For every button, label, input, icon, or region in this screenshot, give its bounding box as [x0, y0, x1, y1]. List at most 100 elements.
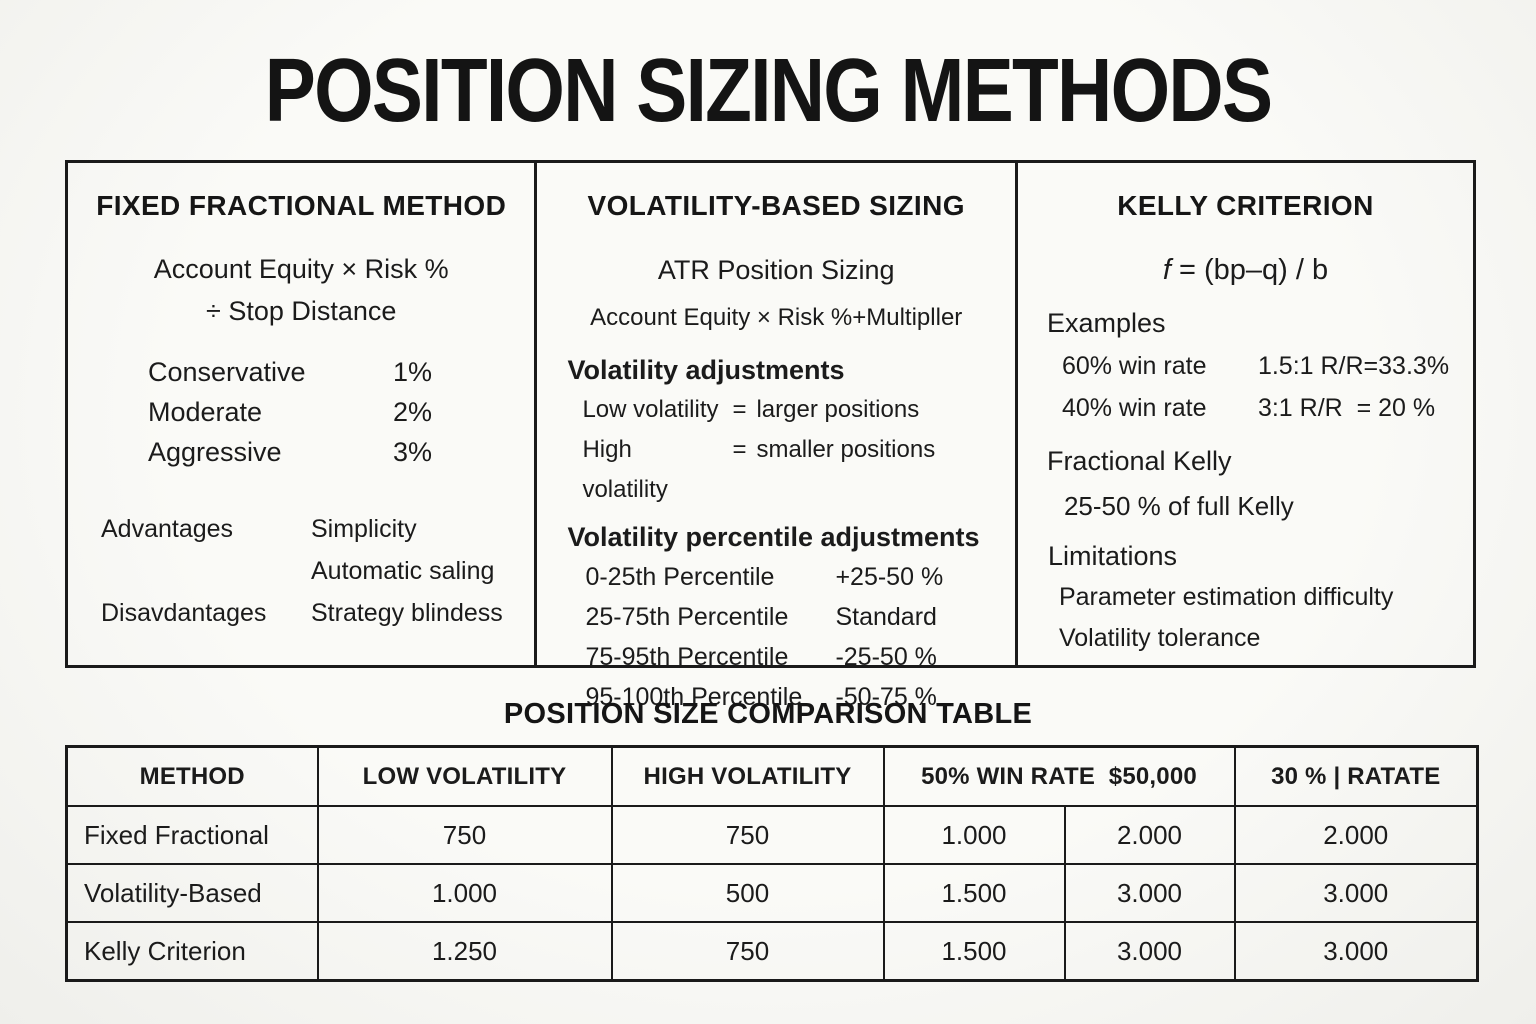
page-title-text: POSITION SIZING METHODS [264, 41, 1273, 141]
cell-value: 1.500 [882, 863, 1066, 923]
cell-value: 3.000 [1063, 863, 1236, 923]
trait-value: Simplicity [311, 515, 417, 543]
risk-row-moderate: Moderate 2% [68, 392, 534, 432]
percentile-adjustment: Standard [835, 603, 937, 631]
panel-fixed-fractional: FIXED FRACTIONAL METHOD Account Equity ×… [68, 163, 534, 665]
adjustment-row-high: High volatility = smaller positions [537, 430, 1015, 510]
trait-label: Advantages [101, 515, 234, 543]
panel-volatility-based-title: VOLATILITY-BASED SIZING [587, 190, 965, 221]
cell-method: Fixed Fractional [65, 805, 319, 865]
risk-value: 2% [393, 397, 433, 427]
panel-fixed-fractional-title: FIXED FRACTIONAL METHOD [96, 190, 507, 221]
fixed-fractional-formula: Account Equity × Risk % ÷ Stop Distance [68, 248, 534, 332]
cell-value: 2.000 [1233, 805, 1479, 865]
adjustment-result: smaller positions [756, 436, 936, 463]
trait-row-disadvantages: Disavdantages Strategy blindess [68, 592, 534, 634]
adjustment-row-low: Low volatility = larger positions [537, 390, 1015, 430]
atr-subtitle: ATR Position Sizing [657, 255, 895, 285]
method-panels: FIXED FRACTIONAL METHOD Account Equity ×… [65, 160, 1476, 711]
trait-row-advantages-2: Automatic saling [68, 550, 534, 592]
table-header-row: METHOD LOW VOLATILITY HIGH VOLATILITY 50… [65, 745, 1479, 807]
panel-kelly-criterion: KELLY CRITERION f = (bp–q) / b Examples … [1014, 163, 1473, 665]
trait-label: Disavdantages [101, 599, 267, 627]
risk-value: 3% [393, 437, 433, 467]
kelly-formula-variable: f [1162, 254, 1171, 286]
cell-value: 1.000 [316, 863, 613, 923]
cell-value: 1.500 [882, 921, 1066, 982]
percentile-adjustment: -50-75 % [835, 683, 937, 711]
fractional-kelly-value: 25-50 % of full Kelly [1063, 491, 1294, 521]
example-win-rate: 40% win rate [1061, 394, 1207, 422]
example-result: 1.5:1 R/R=33.3% [1257, 352, 1450, 380]
comparison-table-title: POSITION SIZE COMPARISON TABLE [503, 698, 1033, 730]
formula-line-2: ÷ Stop Distance [206, 296, 397, 326]
percentile-row: 25-75th Percentile Standard [537, 597, 1015, 637]
percentile-row: 95-100th Percentile -50-75 % [537, 677, 1015, 717]
adjustment-condition: High volatility [582, 436, 668, 503]
example-win-rate: 60% win rate [1061, 352, 1207, 380]
percentile-adjustments-heading: Volatility percentile adjustments [567, 522, 980, 552]
cell-value: 750 [316, 805, 613, 865]
cell-value: 3.000 [1063, 921, 1236, 982]
cell-value: 750 [610, 921, 885, 982]
risk-label: Aggressive [148, 437, 282, 467]
percentile-range: 75-95th Percentile [585, 643, 789, 671]
cell-value: 750 [610, 805, 885, 865]
example-row: 60% win rate 1.5:1 R/R=33.3% [1018, 345, 1473, 387]
percentile-list: 0-25th Percentile +25-50 % 25-75th Perce… [537, 557, 1015, 717]
traits-list: Advantages Simplicity Automatic saling D… [68, 508, 534, 634]
risk-row-aggressive: Aggressive 3% [68, 432, 534, 472]
panel-kelly-title: KELLY CRITERION [1117, 190, 1374, 221]
header-win-rate: 50% WIN RATE $50,000 [882, 745, 1236, 807]
examples-heading: Examples [1046, 308, 1166, 338]
cell-value: 3.000 [1233, 863, 1479, 923]
example-row: 40% win rate 3:1 R/R = 20 % [1018, 387, 1473, 429]
header-high-volatility: HIGH VOLATILITY [610, 745, 885, 807]
volatility-adjustments-list: Low volatility = larger positions High v… [537, 390, 1015, 510]
cell-value: 1.000 [882, 805, 1066, 865]
risk-label: Conservative [148, 357, 306, 387]
examples-list: 60% win rate 1.5:1 R/R=33.3% 40% win rat… [1018, 345, 1473, 429]
cell-value: 3.000 [1233, 921, 1479, 982]
percentile-row: 0-25th Percentile +25-50 % [537, 557, 1015, 597]
table-row: Fixed Fractional 750 750 1.000 2.000 2.0… [65, 805, 1479, 865]
limitations-list: Parameter estimation difficulty Volatili… [1018, 577, 1473, 659]
example-result: 3:1 R/R = 20 % [1257, 394, 1436, 422]
equals-sign: = [732, 436, 747, 463]
risk-row-conservative: Conservative 1% [68, 352, 534, 392]
percentile-range: 25-75th Percentile [585, 603, 789, 631]
panel-volatility-based: VOLATILITY-BASED SIZING ATR Position Siz… [534, 163, 1015, 711]
trait-value: Automatic saling [311, 557, 495, 585]
trait-row-advantages: Advantages Simplicity [68, 508, 534, 550]
header-low-volatility: LOW VOLATILITY [316, 745, 613, 807]
percentile-row: 75-95th Percentile -25-50 % [537, 637, 1015, 677]
trait-label [101, 550, 311, 592]
risk-value: 1% [393, 357, 433, 387]
header-ratate: 30 % | RATATE [1233, 745, 1479, 807]
formula-line-1: Account Equity × Risk % [153, 254, 449, 284]
limitation-item: Parameter estimation difficulty [1058, 583, 1394, 611]
cell-value: 2.000 [1063, 805, 1236, 865]
kelly-formula-body: = (bp–q) / b [1170, 254, 1329, 286]
page-title: POSITION SIZING METHODS [0, 40, 1536, 143]
table-row: Kelly Criterion 1.250 750 1.500 3.000 3.… [65, 921, 1479, 982]
risk-level-list: Conservative 1% Moderate 2% Aggressive 3… [68, 352, 534, 472]
volatility-formula: Account Equity × Risk %+Multipller [590, 304, 963, 331]
kelly-formula: f = (bp–q) / b [1018, 251, 1473, 289]
percentile-adjustment: -25-50 % [835, 643, 937, 671]
percentile-adjustment: +25-50 % [835, 563, 944, 591]
limitations-heading: Limitations [1047, 541, 1178, 571]
trait-value: Strategy blindess [311, 599, 503, 627]
equals-sign: = [732, 396, 747, 423]
percentile-range: 0-25th Percentile [585, 563, 775, 591]
cell-value: 1.250 [316, 921, 613, 982]
cell-method: Volatility-Based [65, 863, 319, 923]
risk-label: Moderate [148, 397, 263, 427]
cell-method: Kelly Criterion [65, 921, 319, 982]
adjustment-result: larger positions [756, 396, 920, 423]
table-row: Volatility-Based 1.000 500 1.500 3.000 3… [65, 863, 1479, 923]
percentile-range: 95-100th Percentile [585, 683, 803, 711]
adjustment-condition: Low volatility [582, 396, 719, 423]
volatility-adjustments-heading: Volatility adjustments [567, 355, 845, 385]
header-method: METHOD [65, 745, 319, 807]
